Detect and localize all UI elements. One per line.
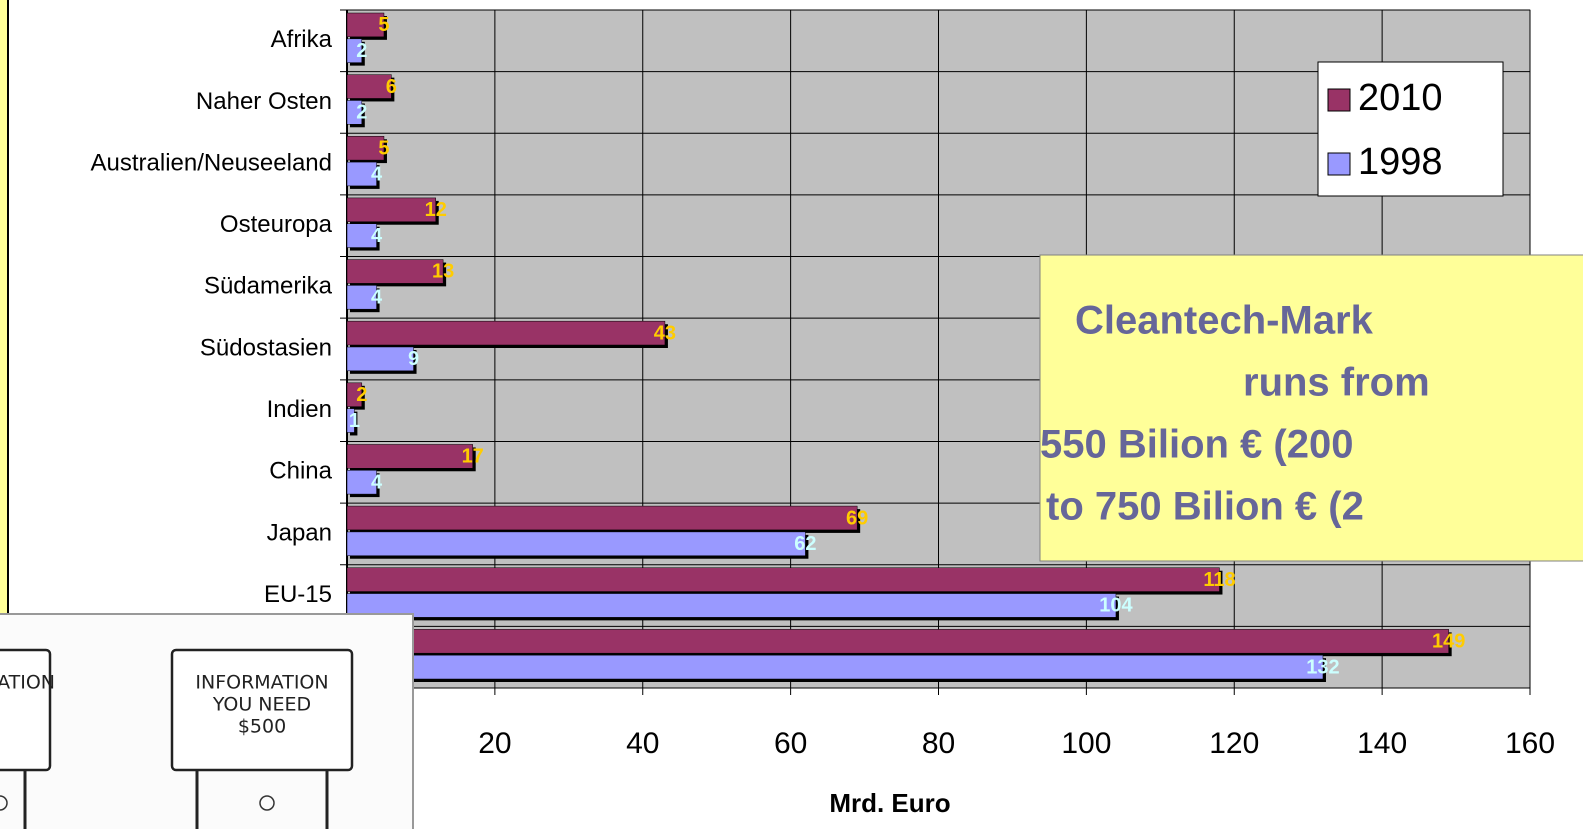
bar [346,100,363,125]
x-axis-label: Mrd. Euro [829,788,950,818]
data-label: 132 [1306,656,1339,678]
data-label: 2 [356,40,367,62]
y-tick-label: China [269,458,332,485]
data-label: 118 [1203,569,1235,591]
bar [346,259,444,284]
bar [346,38,363,63]
data-label: 5 [378,137,389,159]
y-tick-label: Indien [267,396,332,423]
x-tick-label: 60 [774,727,807,760]
bar [346,567,1220,592]
sign-text: MATION [0,672,55,694]
y-tick-label: Afrika [271,26,333,53]
y-tick-label: Südostasien [200,334,332,361]
y-tick-label: Australien/Neuseeland [91,149,333,176]
data-label: 13 [432,261,454,283]
data-label: 4 [371,287,383,309]
data-label: 6 [386,76,397,98]
y-tick-label: EU-15 [264,581,332,608]
bar [346,12,385,38]
bar [346,285,377,310]
legend-swatch [1327,88,1351,112]
data-label: 1 [349,410,360,432]
data-label: 62 [794,533,816,555]
data-label: 2 [356,384,367,406]
bar [346,320,666,346]
data-label: 69 [846,507,868,529]
left-strip [0,0,8,829]
annotation-text: 550 Bilion € (200 [1040,423,1353,467]
bar [346,444,473,469]
data-label: 9 [408,348,419,370]
data-label: 43 [654,322,676,344]
bar [346,161,377,187]
data-label: 12 [425,199,447,221]
bar [346,346,414,372]
x-tick-label: 120 [1209,727,1259,760]
bar [346,505,858,531]
legend-label: 2010 [1358,77,1443,119]
bar [346,654,1324,680]
x-tick-label: 80 [922,727,955,760]
sign-board [0,648,52,772]
bar [346,197,436,222]
y-tick-label: Naher Osten [196,88,332,115]
annotation-text: runs from [1243,361,1430,405]
x-tick-label: 160 [1505,727,1555,760]
legend-swatch [1327,152,1351,176]
bar [346,408,355,433]
annotation-box [1039,254,1583,562]
bar [346,74,392,99]
data-label: 17 [462,446,484,468]
data-label: 104 [1099,595,1133,617]
bar [346,136,385,161]
legend-label: 1998 [1358,141,1443,183]
sign-text: $500 [238,716,286,738]
y-tick-label: Osteuropa [220,211,333,238]
x-tick-label: 140 [1357,727,1407,760]
x-tick-label: 100 [1061,727,1111,760]
data-label: 4 [371,163,383,185]
bar [346,593,1117,618]
data-label: 4 [371,471,383,493]
annotation-text: Cleantech-Mark [1075,299,1374,343]
annotation-text: to 750 Bilion € (2 [1046,485,1364,529]
bar [346,531,806,556]
data-label: 149 [1432,631,1465,653]
bar [346,382,363,407]
data-label: 2 [356,102,367,124]
bar [346,223,377,248]
bar [346,629,1449,654]
y-tick-label: Japan [267,519,332,546]
x-tick-label: 40 [626,727,659,760]
data-label: 5 [378,14,389,36]
y-tick-label: Südamerika [204,273,333,300]
sign-text: INFORMATION [195,672,328,694]
stick-figure-head [259,795,275,811]
sign-text: YOU NEED [212,694,311,716]
stick-figure-head [0,795,8,811]
data-label: 4 [371,225,383,247]
sign-board [170,648,354,772]
bar [346,470,377,495]
x-tick-label: 20 [478,727,511,760]
